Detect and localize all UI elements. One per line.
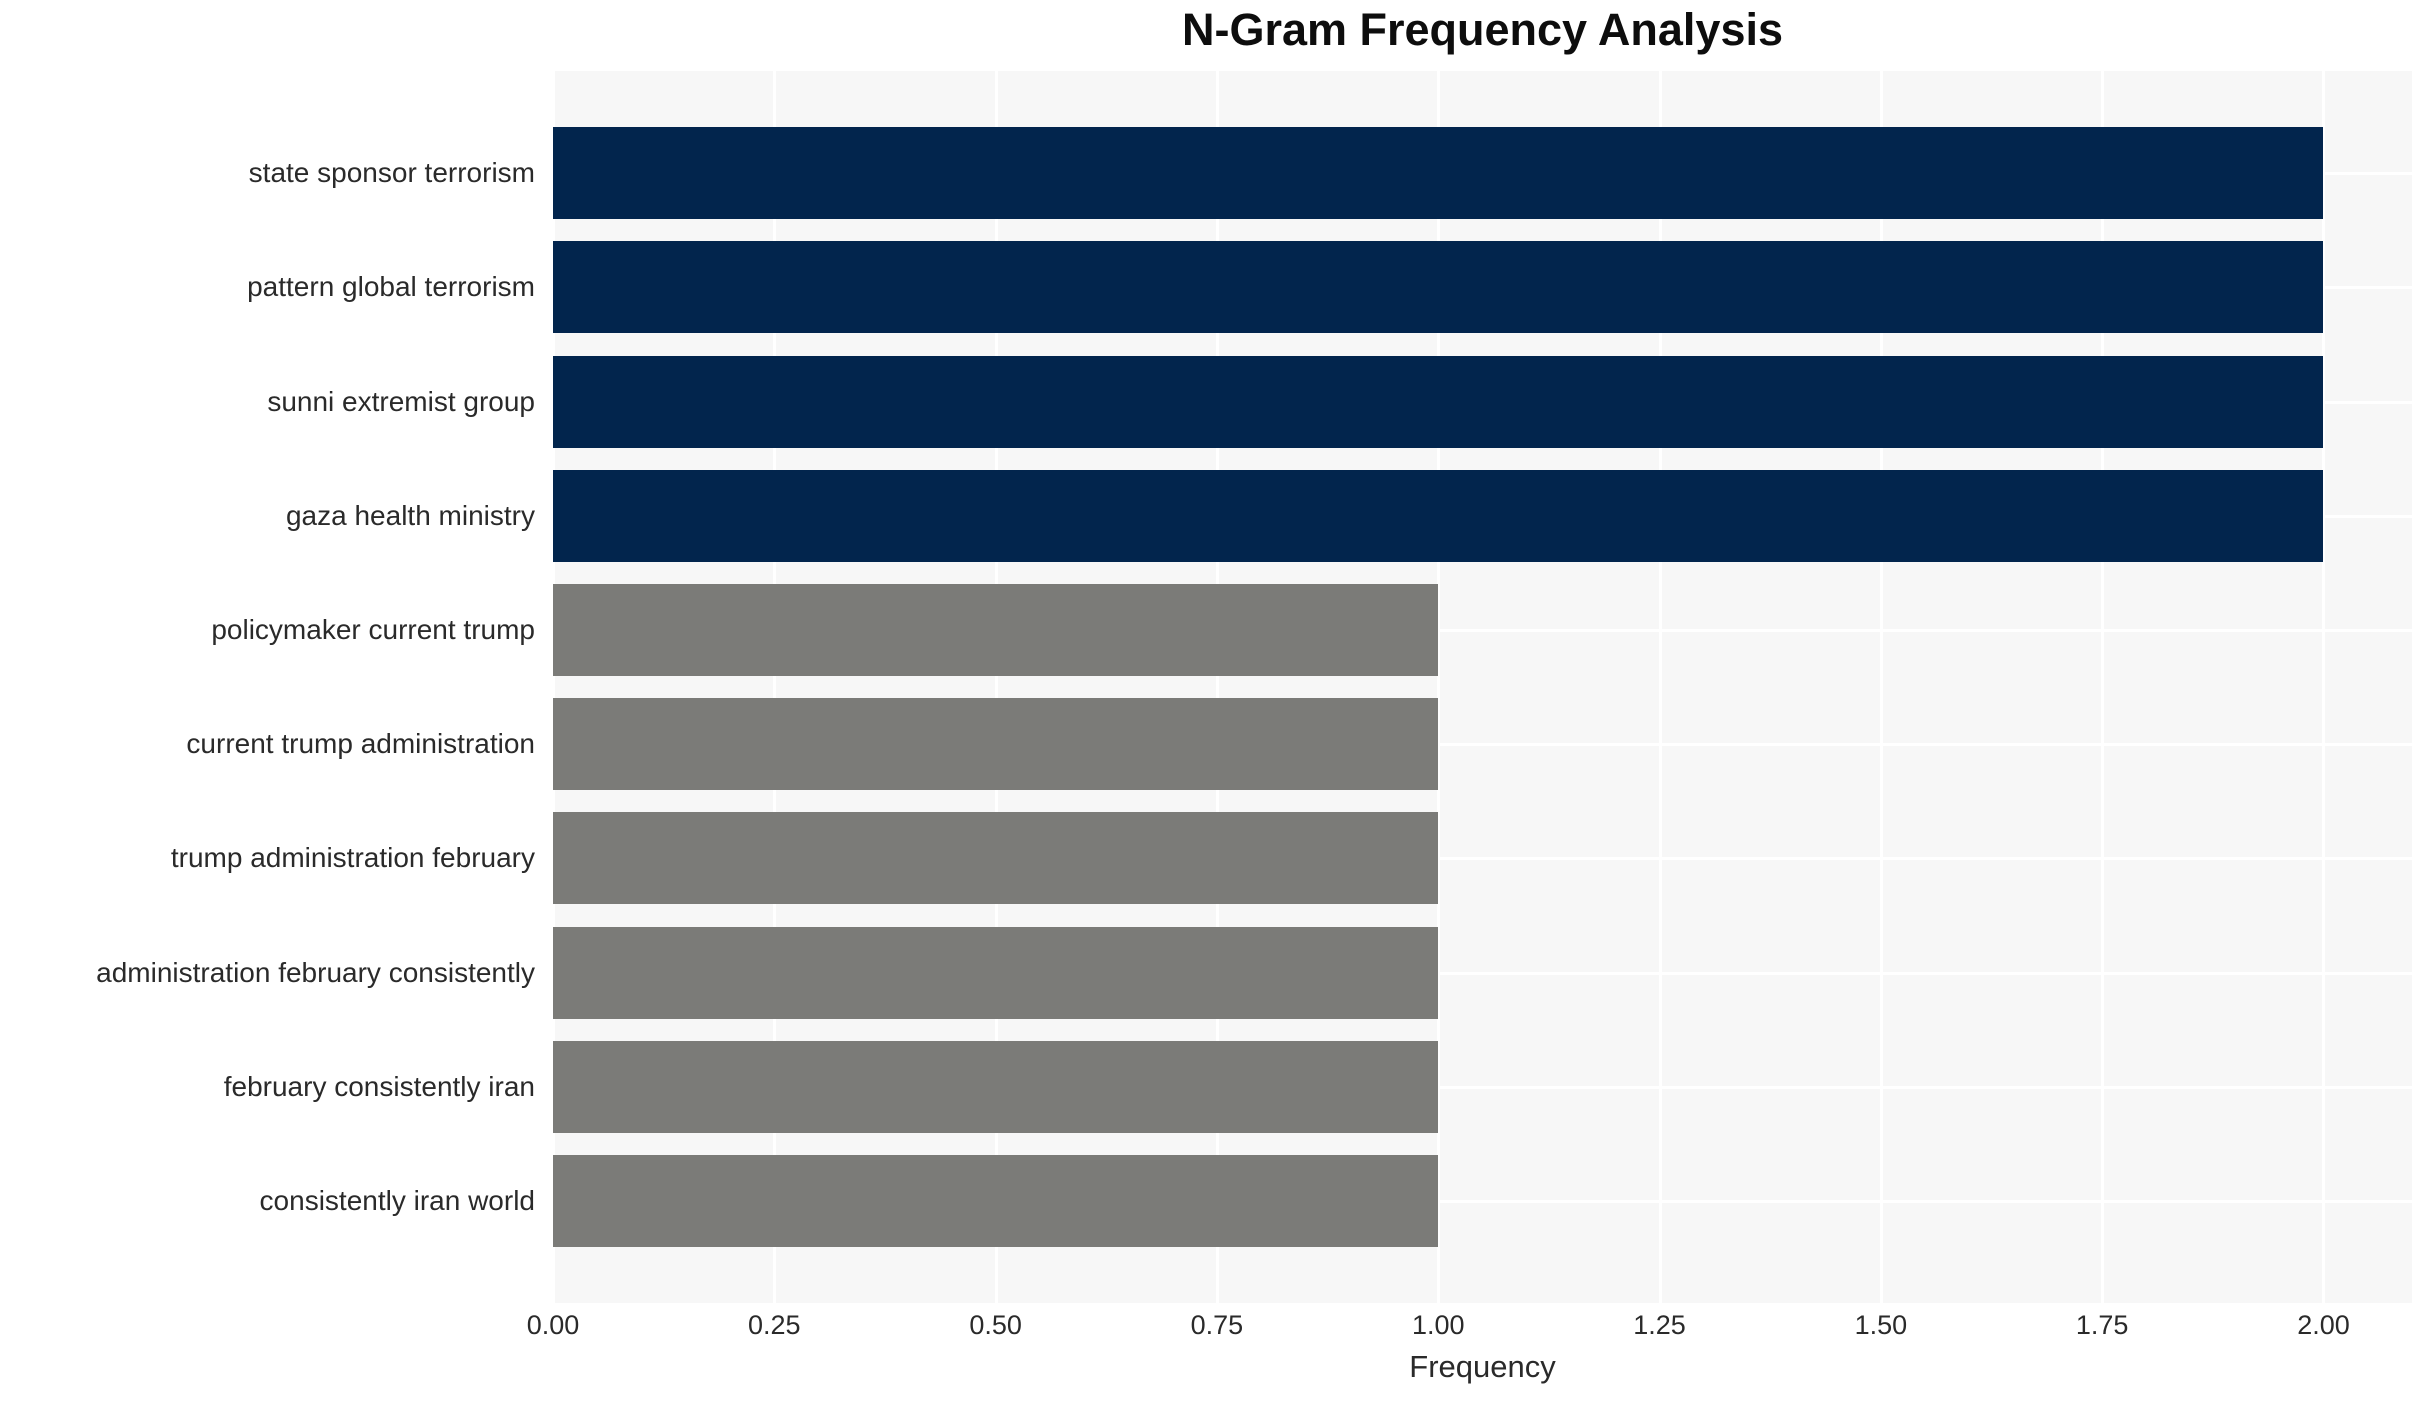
y-axis-label: administration february consistently	[96, 956, 535, 988]
gridline-horizontal	[553, 1085, 2412, 1089]
x-tick-label: 0.75	[1190, 1310, 1244, 1340]
x-tick-label: 0.50	[969, 1310, 1022, 1340]
gridline-vertical	[2101, 71, 2105, 1303]
bar	[553, 583, 1439, 676]
plot-area	[552, 71, 2412, 1303]
y-axis-label: gaza health ministry	[285, 499, 535, 531]
x-tick-label: 2.00	[2297, 1310, 2350, 1340]
y-axis-label: sunni extremist group	[267, 385, 535, 417]
bar	[553, 241, 2324, 334]
bar	[553, 812, 1439, 905]
gridline-vertical	[2322, 71, 2326, 1303]
bar	[553, 127, 2324, 220]
bar	[553, 469, 2324, 562]
x-tick-label: 1.00	[1411, 1310, 1465, 1340]
bar	[553, 1040, 1439, 1133]
gridline-horizontal	[553, 1199, 2412, 1203]
y-axis-label: consistently iran world	[259, 1184, 535, 1216]
x-axis-title: Frequency	[1409, 1349, 1556, 1384]
bar	[553, 355, 2324, 448]
gridline-horizontal	[553, 971, 2412, 975]
x-axis: 0.00 0.25 0.50 0.75 1.00 1.25 1.50 1.75 2.00	[527, 1306, 2412, 1346]
gridline-horizontal	[553, 628, 2412, 632]
y-axis-label: pattern global terrorism	[247, 271, 535, 303]
gridline-horizontal	[553, 857, 2412, 861]
x-tick-label: 1.75	[2075, 1310, 2129, 1340]
gridline-vertical	[552, 71, 555, 1303]
bar	[553, 698, 1439, 791]
x-tick-label: 1.50	[1854, 1310, 1908, 1340]
gridline-vertical	[773, 71, 777, 1303]
x-tick-label: 0.00	[526, 1310, 580, 1340]
x-tick-label: 1.25	[1633, 1310, 1686, 1340]
y-axis: state sponsor terrorism pattern global te…	[0, 71, 535, 1303]
y-axis-label: current trump administration	[186, 728, 535, 760]
gridline-vertical	[1215, 71, 1219, 1303]
gridline-vertical	[994, 71, 998, 1303]
bar	[553, 1154, 1439, 1247]
x-tick-label: 0.25	[748, 1310, 801, 1340]
y-axis-label: policymaker current trump	[211, 613, 535, 645]
y-axis-label: february consistently iran	[223, 1070, 535, 1102]
gridline-horizontal	[553, 743, 2412, 747]
y-axis-label: trump administration february	[170, 842, 535, 874]
y-axis-label: state sponsor terrorism	[248, 157, 535, 189]
chart-title: N-Gram Frequency Analysis	[1181, 4, 1784, 55]
gridline-vertical	[1879, 71, 1883, 1303]
gridline-vertical	[1658, 71, 1662, 1303]
bar	[553, 926, 1439, 1019]
gridline-vertical	[1437, 71, 1441, 1303]
